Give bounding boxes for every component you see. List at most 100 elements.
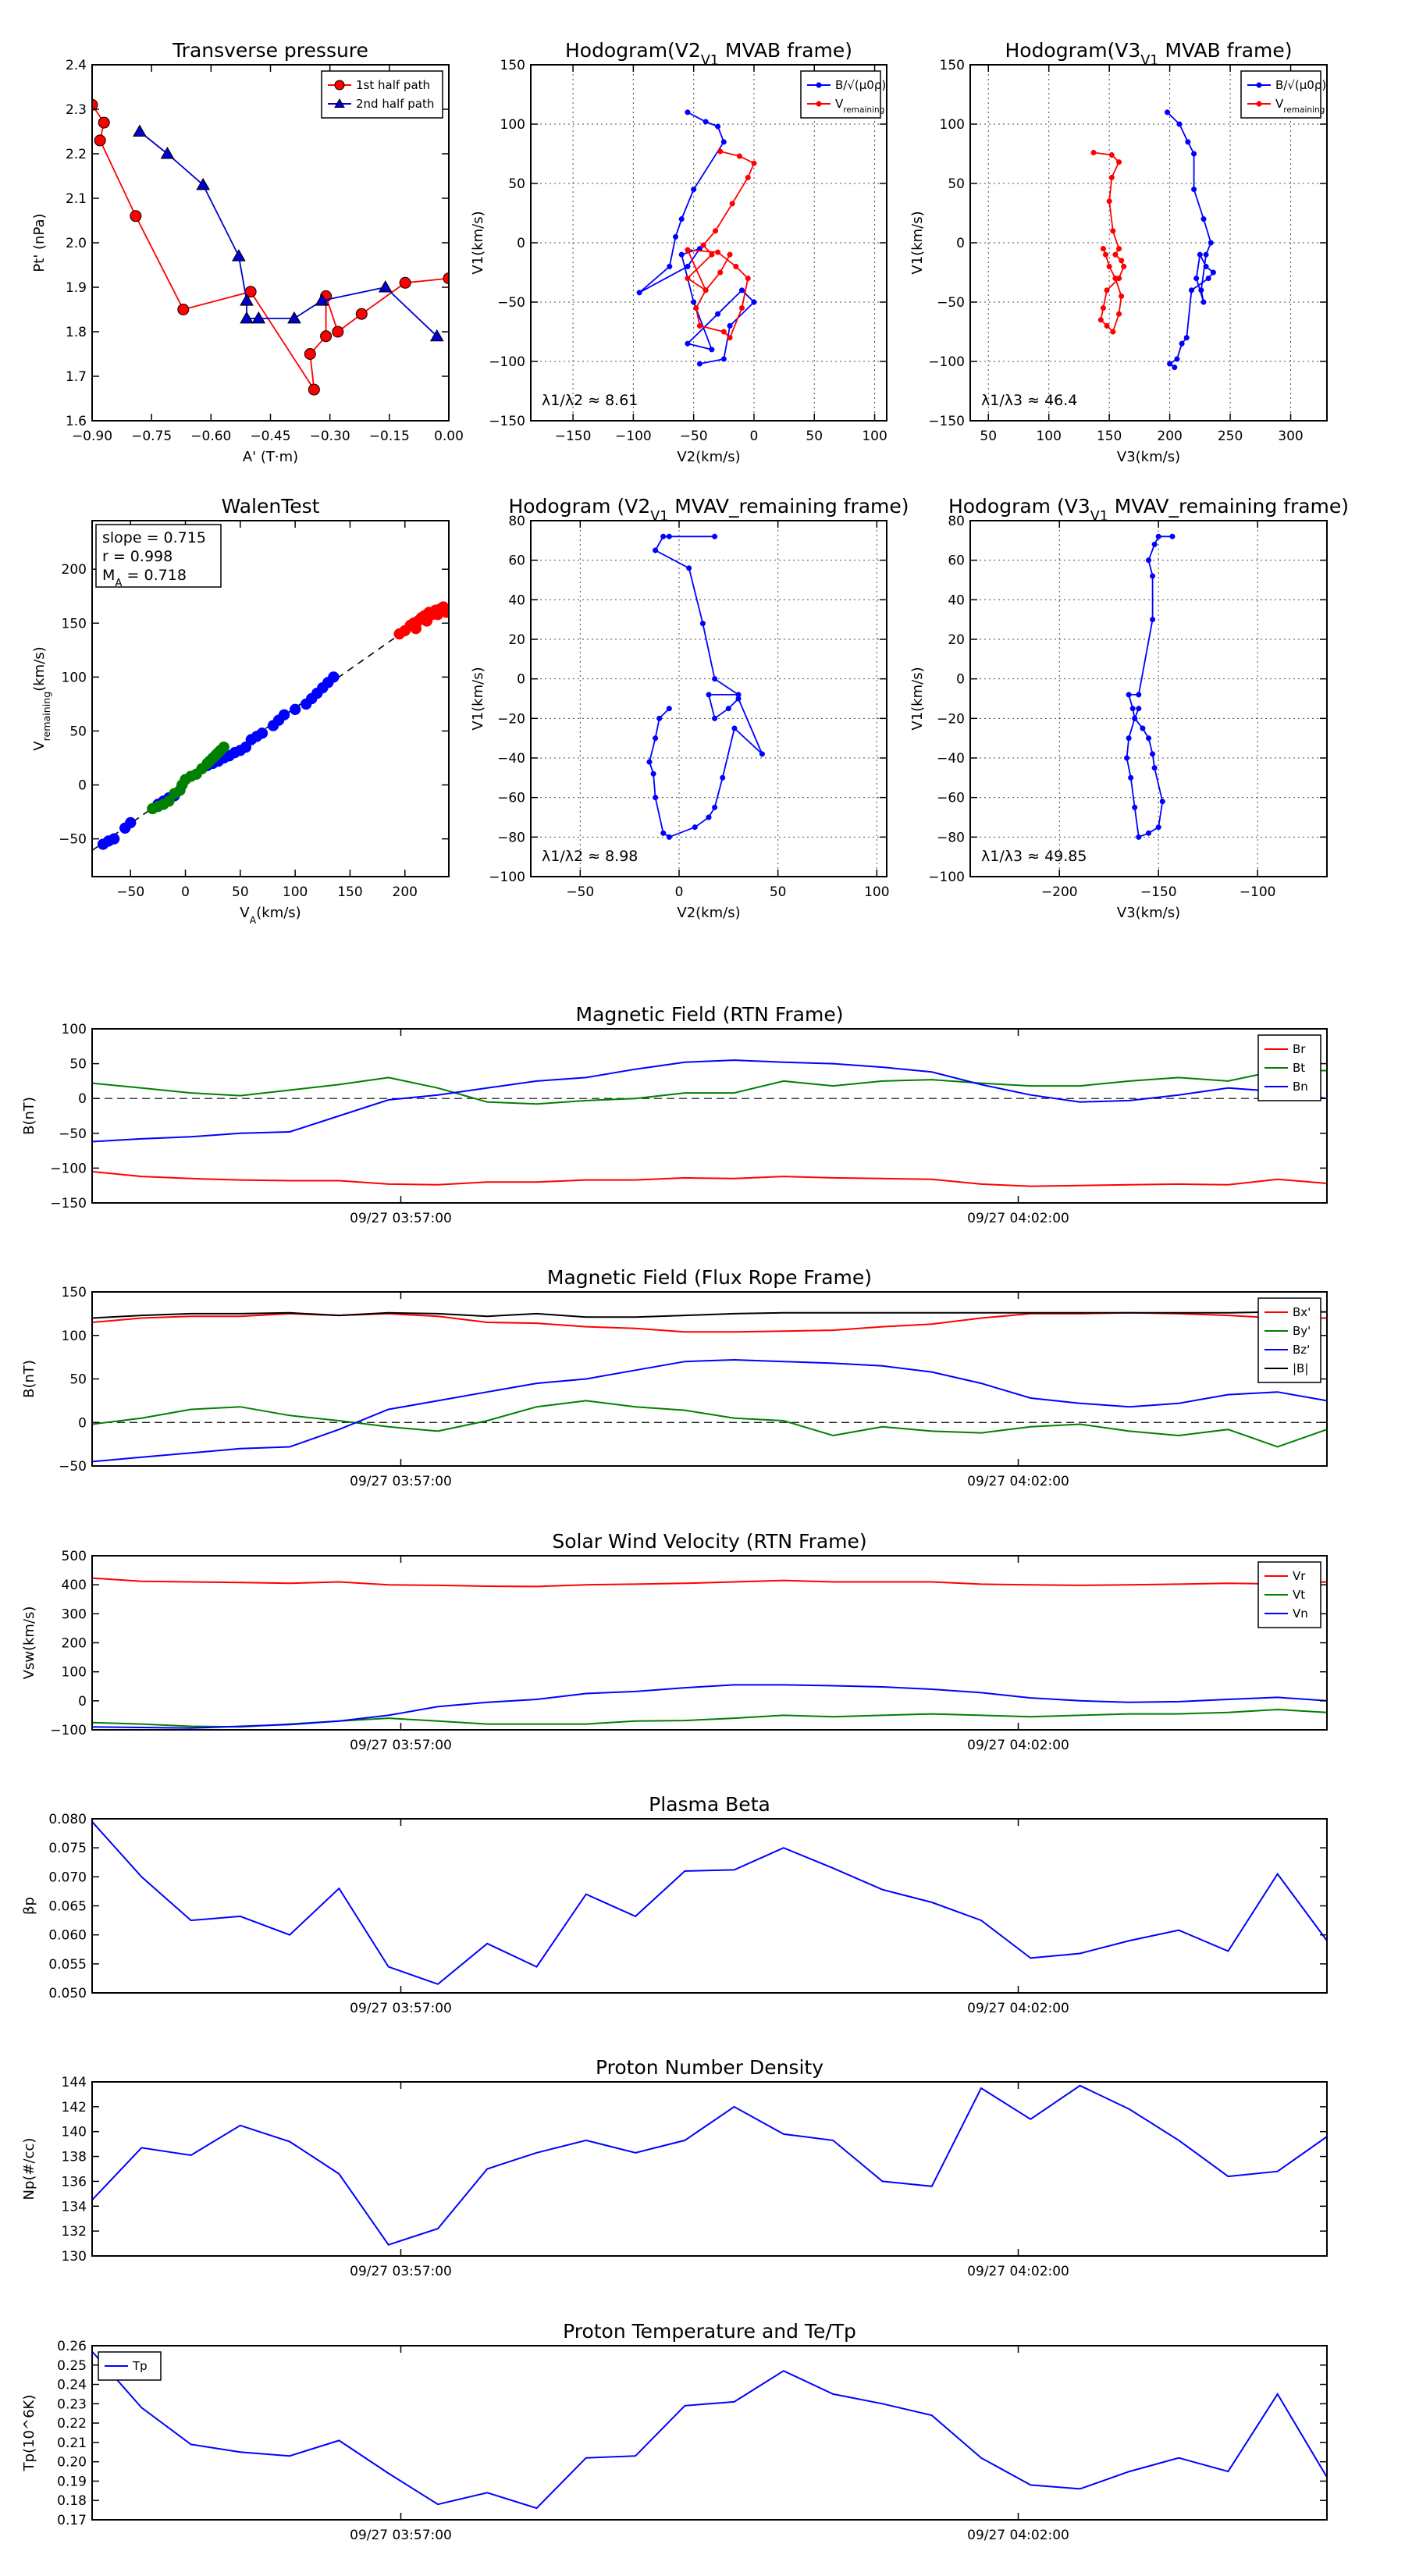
xtick-label: −150 xyxy=(555,429,592,444)
axes-frame xyxy=(91,1291,1328,1467)
data-point xyxy=(1169,533,1176,539)
ytick-label: 1.7 xyxy=(66,369,87,385)
stats-line: slope = 0.715 xyxy=(102,529,206,546)
ytick-label: 130 xyxy=(62,2249,87,2265)
data-point xyxy=(1112,276,1119,282)
data-point xyxy=(666,533,672,539)
xtick-label: 09/27 03:57:00 xyxy=(350,2264,452,2279)
ytick-label: 0.050 xyxy=(48,1986,87,2001)
data-point xyxy=(1150,573,1156,579)
ytick-label: 0.060 xyxy=(48,1928,87,1944)
data-point xyxy=(685,109,691,116)
data-point xyxy=(1106,198,1112,205)
data-point xyxy=(1115,246,1122,252)
data-point xyxy=(660,830,667,836)
data-point xyxy=(709,251,715,258)
plot-area xyxy=(92,98,449,396)
ytick-label: −100 xyxy=(489,354,525,370)
data-point xyxy=(1203,251,1209,258)
y-axis-label: Vsw(km/s) xyxy=(21,1606,37,1680)
ytick-label: 0.075 xyxy=(48,1841,87,1856)
ytick-label: −80 xyxy=(937,830,965,845)
ytick-label: −20 xyxy=(937,711,965,727)
ytick-label: −50 xyxy=(497,295,525,311)
series-line-Bx xyxy=(92,1311,1327,1333)
plot-area xyxy=(92,1311,1327,1463)
y-axis-label: Np(#/cc) xyxy=(21,2138,37,2201)
ytick-label: 2.2 xyxy=(66,147,87,162)
ytick-label: 200 xyxy=(62,1636,87,1652)
data-point xyxy=(1193,276,1200,282)
ytick-label: 40 xyxy=(508,592,525,608)
series-line-Bn xyxy=(92,1059,1327,1143)
data-point xyxy=(1145,735,1152,742)
xtick-label: 09/27 04:02:00 xyxy=(967,2001,1069,2016)
ytick-label: 50 xyxy=(508,176,525,192)
data-point xyxy=(751,160,757,166)
ytick-label: 2.1 xyxy=(66,191,87,207)
data-point xyxy=(355,308,368,320)
y-axis-label: V1(km/s) xyxy=(909,211,926,274)
ytick-label: 500 xyxy=(62,1549,87,1564)
ytick-label: 400 xyxy=(62,1578,87,1593)
x-axis-label: V3(km/s) xyxy=(1117,449,1180,465)
data-point xyxy=(432,608,444,621)
data-point xyxy=(738,305,745,311)
data-point xyxy=(729,201,735,207)
data-point xyxy=(1102,251,1109,258)
series-line-1sthalfpath xyxy=(92,104,449,390)
xtick-label: 09/27 04:02:00 xyxy=(967,2528,1069,2543)
stats-line: r = 0.998 xyxy=(102,548,173,565)
plot-area xyxy=(636,109,757,367)
data-point xyxy=(1205,276,1211,282)
data-point xyxy=(92,98,98,111)
ytick-label: 1.6 xyxy=(66,414,87,429)
ytick-label: 0.065 xyxy=(48,1899,87,1915)
data-point xyxy=(1121,263,1127,269)
data-point xyxy=(678,216,685,222)
ytick-label: 142 xyxy=(62,2100,87,2115)
series-line-Vr xyxy=(92,1577,1327,1588)
xtick-label: 50 xyxy=(806,429,823,444)
data-point xyxy=(1110,228,1116,234)
xtick-label: 09/27 04:02:00 xyxy=(967,1474,1069,1489)
legend-marker xyxy=(334,98,345,108)
y-axis-label: B(nT) xyxy=(21,1360,37,1398)
xtick-label: −100 xyxy=(1240,884,1276,900)
legend-label: By' xyxy=(1293,1324,1311,1338)
data-point xyxy=(1112,251,1119,258)
data-point xyxy=(1136,834,1142,840)
ytick-label: 150 xyxy=(62,1285,87,1300)
ytick-label: 2.4 xyxy=(66,58,87,73)
data-point xyxy=(1172,365,1178,371)
ytick-label: 2.3 xyxy=(66,102,87,118)
ytick-label: 0 xyxy=(78,1694,87,1710)
data-point xyxy=(717,148,724,155)
data-point xyxy=(160,146,175,159)
data-point xyxy=(736,153,742,159)
ytick-label: 0.24 xyxy=(57,2378,87,2393)
ytick-label: −40 xyxy=(497,751,525,767)
data-point xyxy=(218,741,229,753)
ytick-label: 2.0 xyxy=(66,236,87,251)
data-point xyxy=(94,134,106,147)
ytick-label: 100 xyxy=(500,117,525,133)
chart-title: Magnetic Field (Flux Rope Frame) xyxy=(547,1266,872,1289)
data-point xyxy=(1151,765,1158,771)
legend-label: Bx' xyxy=(1293,1305,1311,1319)
data-point xyxy=(696,322,702,329)
plot-area xyxy=(92,2084,1327,2246)
ytick-label: 0 xyxy=(78,1415,87,1431)
data-point xyxy=(646,759,653,765)
ytick-label: 50 xyxy=(69,1057,87,1073)
data-point xyxy=(745,174,751,180)
data-point xyxy=(1145,557,1152,564)
ytick-label: −100 xyxy=(50,1723,87,1738)
data-point xyxy=(399,276,411,289)
data-point xyxy=(1108,174,1115,180)
data-point xyxy=(693,305,699,311)
legend-label: Bn xyxy=(1293,1080,1308,1094)
data-point xyxy=(320,330,333,343)
data-point xyxy=(1200,216,1207,222)
